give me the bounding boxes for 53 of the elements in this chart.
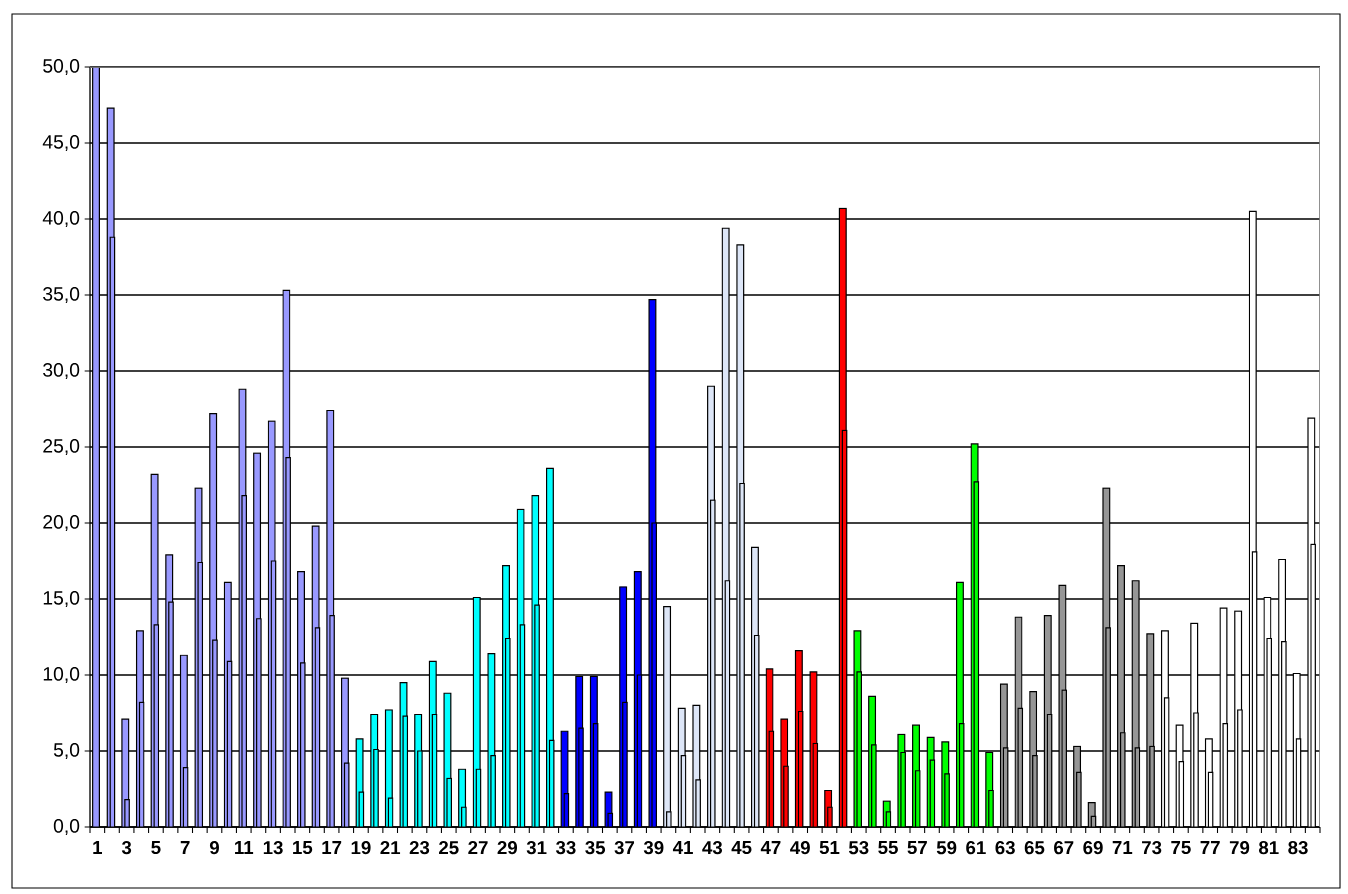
x-tick-label: 57 — [907, 841, 927, 855]
y-tick-label: 45,0 — [42, 135, 80, 151]
y-tick-label: 10,0 — [43, 667, 80, 683]
x-tick-label: 63 — [995, 841, 1015, 855]
y-tick-label: 15,0 — [43, 591, 80, 607]
x-tick-label: 25 — [439, 841, 459, 855]
x-tick-label: 53 — [848, 841, 869, 855]
x-tick-label: 77 — [1200, 841, 1220, 854]
x-tick-label: 43 — [702, 841, 723, 855]
x-tick-label: 61 — [966, 841, 986, 855]
x-tick-label: 19 — [351, 841, 371, 855]
x-tick-label: 5 — [151, 841, 161, 855]
y-tick-label: 50,0 — [43, 59, 80, 75]
y-tick-label: 25,0 — [43, 439, 80, 455]
x-tick-label: 23 — [409, 841, 430, 855]
x-tick-label: 13 — [263, 841, 283, 855]
x-tick-label: 9 — [209, 841, 219, 855]
x-tick-label: 15 — [293, 841, 313, 855]
y-tick-label: 0,0 — [53, 819, 80, 835]
x-tick-label: 79 — [1229, 841, 1250, 855]
x-tick-label: 7 — [180, 841, 190, 854]
x-tick-label: 35 — [585, 841, 606, 855]
x-tick-label: 83 — [1288, 841, 1308, 855]
x-tick-label: 17 — [322, 841, 342, 854]
x-tick-label: 67 — [1054, 841, 1074, 855]
y-tick-label: 20,0 — [43, 515, 80, 531]
y-tick-label: 35,0 — [43, 287, 80, 303]
x-tick-label: 27 — [468, 841, 488, 855]
x-tick-label: 33 — [555, 841, 576, 855]
x-tick-label: 59 — [936, 841, 957, 855]
x-tick-label: 11 — [235, 841, 254, 854]
y-tick-label: 30,0 — [43, 363, 80, 379]
x-tick-label: 71 — [1112, 841, 1133, 854]
x-tick-label: 45 — [731, 841, 752, 855]
x-tick-label: 31 — [526, 841, 547, 855]
x-tick-label: 55 — [878, 841, 898, 855]
y-tick-label: 5,0 — [53, 743, 80, 759]
x-tick-label: 1 — [93, 841, 103, 854]
x-tick-label: 51 — [819, 841, 840, 855]
x-tick-label: 3 — [121, 841, 132, 855]
x-tick-label: 37 — [614, 841, 635, 855]
x-tick-label: 41 — [672, 841, 693, 854]
x-tick-label: 65 — [1024, 841, 1045, 855]
x-tick-label: 49 — [790, 841, 810, 855]
x-tick-label: 29 — [497, 841, 518, 855]
x-tick-label: 73 — [1142, 841, 1162, 855]
x-tick-label: 69 — [1083, 841, 1103, 855]
x-tick-label: 47 — [760, 841, 781, 854]
x-tick-label: 81 — [1258, 841, 1279, 855]
y-tick-label: 40,0 — [42, 211, 80, 227]
x-tick-label: 75 — [1171, 841, 1191, 855]
x-tick-label: 39 — [643, 841, 664, 855]
x-tick-label: 21 — [380, 841, 401, 855]
